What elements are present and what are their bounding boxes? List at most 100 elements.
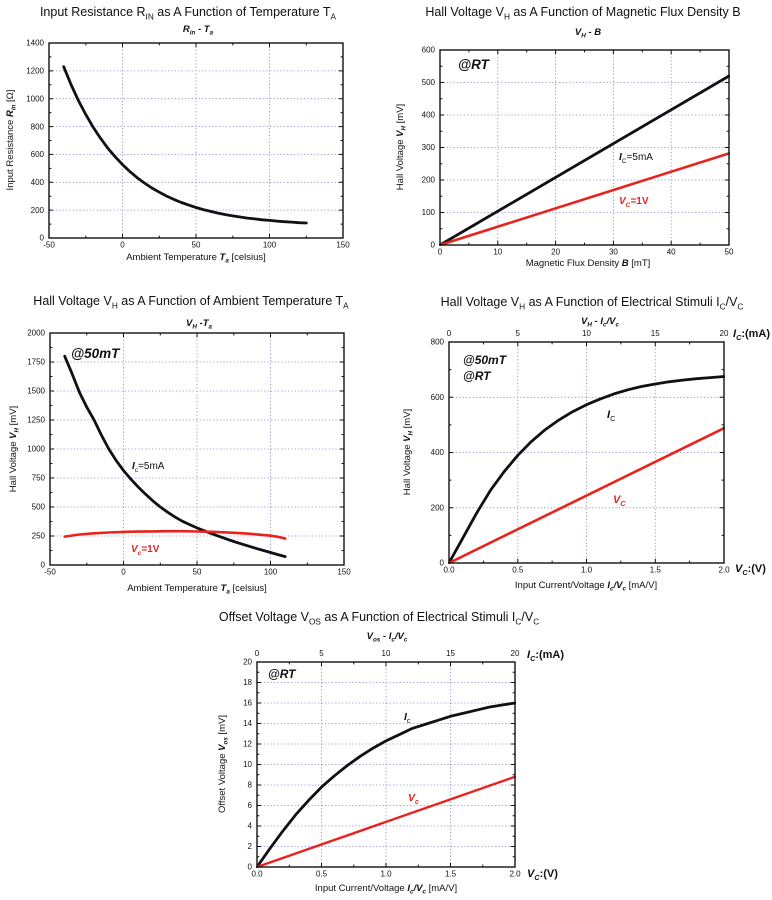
x-axis-unit: VC:(V) (527, 868, 558, 882)
y-tick-label: 0 (431, 241, 436, 250)
top-tick-label: 20 (720, 329, 729, 338)
x-tick-label: 50 (192, 241, 201, 250)
y-tick-label: 500 (32, 503, 46, 512)
series-ic-curve (256, 701, 516, 868)
x-tick-label: 40 (667, 248, 676, 257)
series-label-ic: IC=5mA (619, 152, 653, 165)
y-tick-label: 14 (243, 719, 252, 728)
y-tick-label: 800 (431, 338, 445, 347)
x-tick-label: 0.0 (251, 870, 263, 879)
y-axis-label: Hall Voltage VH [mV] (395, 104, 408, 190)
series-rin-curve (62, 65, 308, 225)
y-tick-label: 0 (40, 234, 45, 243)
annotation-rt: @RT (268, 667, 297, 681)
y-tick-label: 600 (431, 393, 445, 402)
series-ic-5ma-curve (63, 354, 287, 558)
y-tick-label: 2000 (27, 329, 45, 338)
y-tick-label: 1250 (27, 416, 45, 425)
chart-subtitle: VH -Ta (186, 318, 213, 331)
x-tick-label: 50 (193, 568, 202, 577)
y-tick-label: 400 (31, 178, 45, 187)
y-tick-label: 4 (248, 822, 253, 831)
series-vc-1v-curve (439, 152, 730, 246)
series-label-vc: Vc (408, 792, 419, 806)
y-tick-label: 1000 (27, 445, 45, 454)
x-tick-label: 0.5 (512, 566, 524, 575)
y-tick-label: 200 (31, 206, 45, 215)
y-tick-label: 2 (248, 842, 253, 851)
x-axis-label: Ambient Temperature Ta [celsius] (126, 252, 266, 265)
x-tick-label: 0.5 (316, 870, 328, 879)
x-axis-label: Input Current/Voltage Ic/Vc [mA/V] (515, 580, 657, 593)
chart-title: Hall Voltage VH as A Function of Electri… (441, 295, 744, 312)
top-tick-label: 10 (582, 329, 591, 338)
chart-subtitle: VH - Ic/Vc (581, 316, 619, 329)
y-tick-label: 800 (31, 122, 45, 131)
y-tick-label: 0 (440, 559, 445, 568)
top-tick-label: 10 (382, 649, 391, 658)
y-tick-label: 300 (422, 143, 436, 152)
annotation-rt: @RT (463, 369, 492, 383)
series-label-ic: Ic (404, 711, 411, 725)
x-tick-label: -50 (43, 241, 55, 250)
x-tick-label: 1.5 (445, 870, 457, 879)
x-axis-unit: VC:(V) (735, 563, 766, 577)
x-axis-label: Magnetic Flux Density B [mT] (526, 258, 651, 269)
y-tick-label: 10 (243, 760, 252, 769)
chart-title: Hall Voltage VH as A Function of Ambient… (33, 294, 349, 311)
chart-hall-voltage-vs-electrical-stimuli: 0.0 0.5 1.0 1.5 2.0 0 200 400 600 800 0 5 10 15 20 IC:(… (386, 280, 772, 600)
chart-title: Offset Voltage VOS as A Function of Elec… (219, 610, 539, 627)
annotation-50mt: @50mT (463, 353, 508, 367)
top-tick-label: 5 (516, 329, 521, 338)
plot-frame (256, 661, 516, 868)
y-tick-label: 250 (32, 532, 46, 541)
x-tick-label: 0.0 (443, 566, 455, 575)
y-tick-label: 600 (31, 150, 45, 159)
x-tick-label: 0 (121, 568, 126, 577)
y-tick-label: 6 (248, 801, 253, 810)
y-axis-label: Hall Voltage VH [mV] (8, 406, 21, 492)
chart-subtitle: VH - B (575, 27, 601, 40)
y-tick-label: 600 (422, 46, 436, 55)
y-tick-label: 0 (41, 561, 46, 570)
y-axis-label: Hall Voltage VH [mV] (402, 409, 415, 495)
x-tick-label: 50 (725, 248, 734, 257)
plot-frame (48, 42, 344, 239)
top-tick-label: 0 (447, 329, 452, 338)
series-label-vc: VC (613, 494, 626, 508)
x-tick-label: 10 (493, 248, 502, 257)
plot-frame (448, 341, 725, 564)
gridlines (49, 43, 343, 238)
y-axis-label: Input Resistance Rin [Ω] (5, 90, 18, 191)
y-tick-label: 1200 (26, 67, 44, 76)
x-tick-label: 2.0 (718, 566, 730, 575)
x-tick-label: 1.0 (380, 870, 392, 879)
y-tick-label: 200 (431, 503, 445, 512)
series-vc-curve (448, 426, 725, 564)
top-axis-unit: IC:(mA) (527, 649, 564, 663)
y-tick-label: 750 (32, 474, 46, 483)
gridlines (257, 662, 515, 867)
top-tick-label: 20 (511, 649, 520, 658)
x-tick-label: 100 (263, 241, 277, 250)
series-label-ic: IC (607, 409, 615, 423)
x-axis-label: Ambient Temperature Ta [celsius] (127, 583, 267, 596)
x-tick-label: 20 (551, 248, 560, 257)
series-label-vc: Vc=1V (131, 544, 160, 557)
x-tick-label: 100 (264, 568, 278, 577)
series-label-vc: VC=1V (619, 196, 649, 209)
x-tick-label: 1.5 (650, 566, 662, 575)
x-tick-label: 30 (609, 248, 618, 257)
y-tick-label: 20 (243, 658, 252, 667)
chart-title: Hall Voltage VH as A Function of Magneti… (425, 5, 740, 22)
top-tick-label: 15 (651, 329, 660, 338)
y-tick-label: 12 (243, 740, 252, 749)
gridlines (449, 342, 724, 563)
x-tick-label: -50 (44, 568, 56, 577)
chart-canvas: -50 0 50 100 1500200400600800100012001400Inp… (5, 5, 350, 265)
y-tick-label: 16 (243, 699, 252, 708)
y-tick-label: 400 (422, 111, 436, 120)
chart-canvas: -50 0 50 100 1500250500750100012501500175020… (8, 294, 351, 596)
